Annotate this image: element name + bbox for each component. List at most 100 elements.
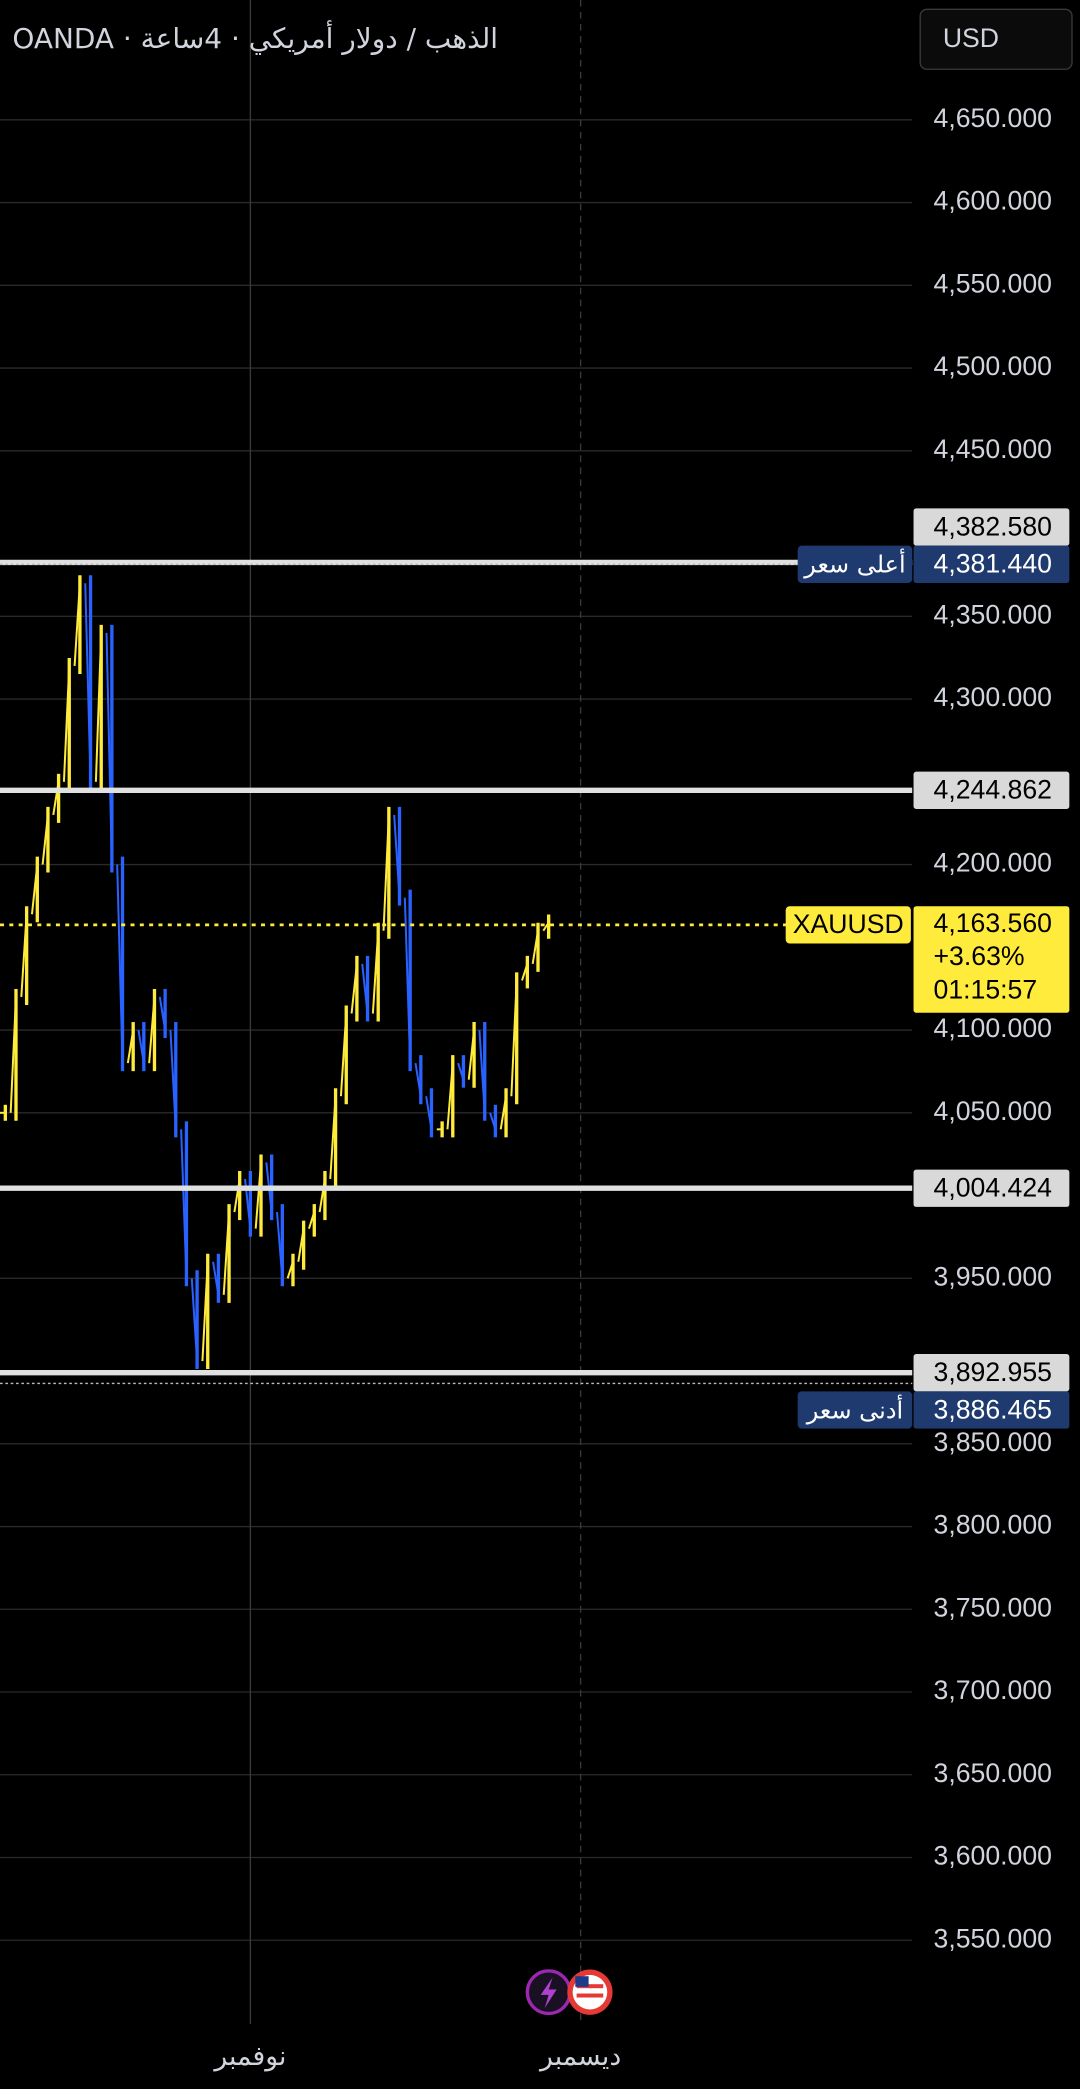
price-link (478, 1029, 486, 1113)
y-tick-label: 4,050.000 (934, 1096, 1052, 1126)
currency-label[interactable]: USD (943, 23, 999, 53)
price-link (275, 1212, 284, 1279)
plot (0, 559, 913, 1385)
change-label: +3.63% (934, 941, 1025, 971)
price-link (73, 583, 81, 667)
price-link (116, 864, 124, 1064)
price-link (222, 1212, 231, 1295)
y-tick-label: 4,500.000 (934, 351, 1052, 381)
price-link (41, 814, 49, 865)
price-link (308, 1211, 316, 1229)
countdown-label: 01:15:57 (934, 974, 1038, 1004)
price-link (318, 1178, 326, 1213)
extreme-tag (797, 1391, 913, 1429)
price-link (286, 1261, 294, 1279)
price-box (913, 545, 1070, 583)
labels: 3,550.000 3,600.000 3,650.000 3,700.000 3,75… (212, 103, 1070, 2072)
price-box-label: 4,004.424 (934, 1173, 1053, 1203)
price-link (158, 996, 167, 1031)
flag-canton (575, 1976, 589, 1987)
price-link (126, 1029, 135, 1064)
price-box (913, 1169, 1070, 1207)
price-link (212, 1261, 220, 1295)
y-tick-label: 4,300.000 (934, 682, 1052, 712)
price-link (510, 980, 518, 1097)
price-link (393, 814, 401, 898)
y-tick-label: 3,850.000 (934, 1427, 1052, 1457)
y-tick-label: 3,650.000 (934, 1758, 1052, 1788)
symbol-label: XAUUSD (793, 909, 904, 939)
last-price-label: 4,163.560 (934, 908, 1052, 938)
price-link (446, 1063, 454, 1130)
price-link (105, 632, 113, 865)
price-link (30, 864, 39, 915)
price-link (297, 1228, 305, 1262)
y-tick-label: 3,600.000 (934, 1841, 1052, 1871)
price-box-label: 4,382.580 (934, 511, 1052, 541)
price-link (137, 1029, 145, 1064)
y-tick-label: 3,800.000 (934, 1510, 1052, 1540)
price-box (913, 508, 1070, 546)
price-link (233, 1178, 241, 1213)
price-link (531, 930, 539, 965)
event-icons[interactable] (525, 1969, 613, 2016)
price-link (190, 1278, 199, 1362)
price-link (62, 665, 71, 782)
price-link (425, 1096, 433, 1130)
price-link (542, 921, 550, 932)
y-tick-label: 4,450.000 (934, 434, 1052, 464)
price-link (339, 1013, 348, 1097)
price-link (254, 1162, 263, 1229)
y-tick-label: 3,750.000 (934, 1592, 1052, 1622)
price-box (913, 1391, 1070, 1429)
price-link (329, 1096, 337, 1180)
flag-stripe (576, 1984, 604, 1989)
price-link (148, 996, 156, 1064)
price-link (361, 963, 369, 1014)
price-box (913, 1354, 1070, 1392)
price-link (414, 1062, 422, 1097)
price-link (382, 814, 390, 931)
price-link (94, 632, 103, 782)
price-link (20, 914, 28, 998)
y-tick-label: 4,650.000 (934, 103, 1052, 133)
extreme-tag-label: أعلى سعر (803, 549, 905, 579)
price-link (201, 1261, 209, 1362)
lightning-glyph (540, 1977, 557, 2009)
symbol-tag (785, 906, 911, 944)
extreme-tag (797, 545, 913, 583)
y-tick-label: 4,200.000 (934, 848, 1052, 878)
price-link (403, 897, 412, 1064)
y-tick-label: 3,550.000 (934, 1923, 1052, 1953)
price-box-label: 4,381.440 (934, 549, 1052, 579)
price-link (180, 1129, 188, 1279)
y-tick-label: 4,100.000 (934, 1013, 1052, 1043)
price-link (52, 781, 60, 816)
currency-button[interactable] (919, 8, 1073, 70)
last-price-box (913, 906, 1070, 1013)
y-tick-label: 4,350.000 (934, 599, 1052, 629)
price-box-label: 3,886.465 (934, 1394, 1052, 1424)
y-tick-label: 4,600.000 (934, 186, 1052, 216)
price-link (499, 1096, 508, 1130)
y-tick-label: 3,700.000 (934, 1675, 1052, 1705)
extreme-tag-label: أدنى سعر (806, 1394, 903, 1424)
price-link (169, 1029, 177, 1130)
grid (0, 0, 913, 2025)
price-link (457, 1062, 465, 1081)
price-link (9, 996, 17, 1113)
price-box-label: 3,892.955 (934, 1357, 1052, 1387)
price-link (84, 583, 92, 782)
price-link (521, 963, 529, 981)
y-tick-label: 3,950.000 (934, 1261, 1052, 1291)
chart-title: الذهب / دولار أمريكي · 4ساعة · OANDA (12, 19, 498, 55)
price-link (467, 1029, 476, 1080)
price-link (371, 930, 380, 1014)
price-link (489, 1112, 497, 1130)
price-box (913, 771, 1070, 809)
price-box-label: 4,244.862 (934, 775, 1052, 805)
y-tick-label: 4,550.000 (934, 268, 1052, 298)
